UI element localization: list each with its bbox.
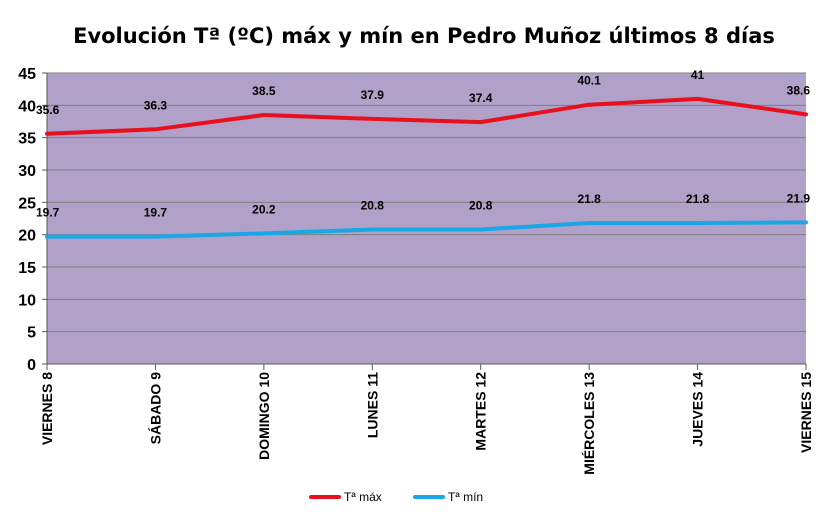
x-tick-label: SÁBADO 9 <box>147 372 163 445</box>
series-lines <box>45 96 808 239</box>
data-label: 21.8 <box>686 192 710 206</box>
data-label: 35.6 <box>36 103 60 117</box>
gridlines <box>47 72 806 365</box>
y-tick-label: 30 <box>18 163 36 180</box>
x-tick-label: DOMINGO 10 <box>256 372 272 460</box>
y-tick-label: 25 <box>18 195 36 212</box>
data-label: 20.8 <box>469 198 493 212</box>
y-tick-label: 10 <box>18 292 36 309</box>
legend-label: Tª mín <box>448 490 483 504</box>
x-axis: VIERNES 8 SÁBADO 9 DOMINGO 10 LUNES 11 MARTE… <box>39 363 814 475</box>
data-label: 19.7 <box>144 206 168 220</box>
x-tick-label: MARTES 12 <box>473 372 489 451</box>
series-line-max <box>45 96 808 136</box>
data-labels: 35.6 36.3 38.5 37.9 37.4 40.1 41 38.6 19.7 19.7 20… <box>36 68 810 220</box>
y-tick-label: 35 <box>18 131 36 148</box>
data-label: 19.7 <box>36 206 60 220</box>
x-tick-label: JUEVES 14 <box>690 372 706 447</box>
y-tick-label: 20 <box>18 228 36 245</box>
data-label: 21.8 <box>577 192 601 206</box>
series-line-min <box>45 220 808 239</box>
legend: Tª máx Tª mín <box>309 490 483 504</box>
x-tick-label: MIÉRCOLES 13 <box>581 372 597 475</box>
chart-title: Evolución Tª (ºC) máx y mín en Pedro Muñ… <box>73 24 775 48</box>
data-label: 36.3 <box>144 98 168 112</box>
data-label: 41 <box>691 68 705 82</box>
data-label: 40.1 <box>577 74 601 88</box>
x-tick-label: LUNES 11 <box>364 372 380 438</box>
y-tick-label: 0 <box>27 357 36 374</box>
y-axis: 0 5 10 15 20 25 30 35 40 45 <box>18 66 48 374</box>
x-tick-label: VIERNES 15 <box>798 372 814 453</box>
data-label: 38.5 <box>252 84 276 98</box>
y-tick-label: 40 <box>18 98 36 115</box>
x-tick-label: VIERNES 8 <box>39 372 55 445</box>
data-label: 20.2 <box>252 202 276 216</box>
y-tick-label: 15 <box>18 260 36 277</box>
data-label: 37.9 <box>361 88 385 102</box>
y-tick-label: 45 <box>18 66 36 83</box>
y-tick-label: 5 <box>27 325 36 342</box>
data-label: 20.8 <box>361 198 385 212</box>
data-label: 38.6 <box>787 83 811 97</box>
data-label: 21.9 <box>787 191 811 205</box>
data-label: 37.4 <box>469 91 493 105</box>
legend-label: Tª máx <box>344 490 382 504</box>
